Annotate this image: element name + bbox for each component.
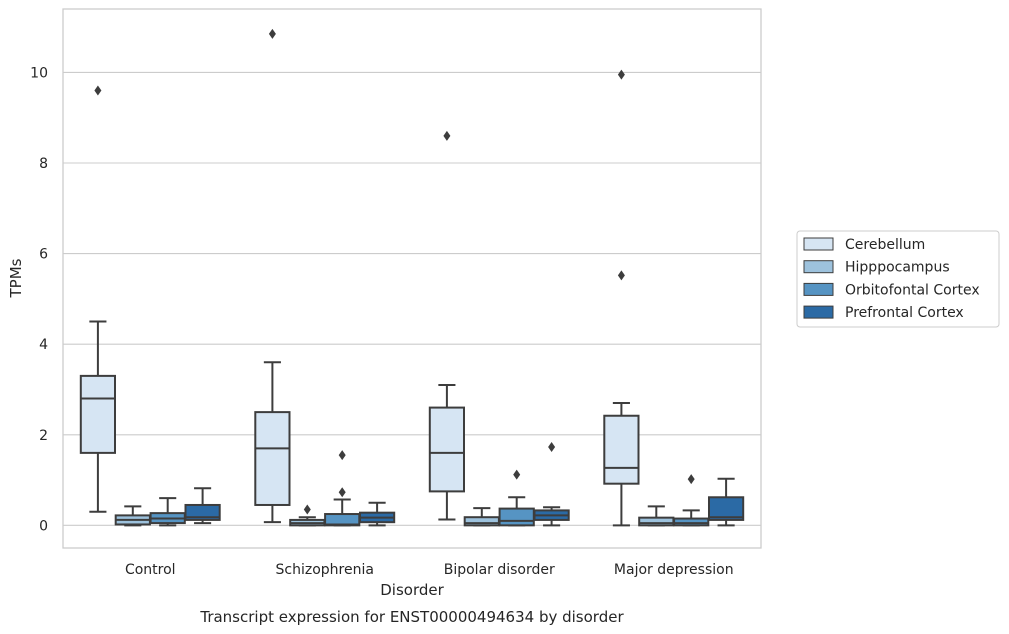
box-2-2 xyxy=(289,504,326,527)
outlier-point xyxy=(94,85,102,96)
x-tick-label: Major depression xyxy=(614,562,734,578)
y-axis-ticks: 0 2 4 6 8 10 xyxy=(30,65,48,534)
box-4-3 xyxy=(533,441,570,527)
x-tick-label: Bipolar disorder xyxy=(444,562,555,578)
legend-label: Cerebellum xyxy=(845,237,925,253)
outlier-point xyxy=(548,441,556,452)
box-iqr xyxy=(428,406,466,493)
box-4-2 xyxy=(358,501,396,527)
outlier-point xyxy=(443,130,451,141)
y-tick-label: 10 xyxy=(30,65,48,81)
box-4-4 xyxy=(707,477,745,527)
outlier-point xyxy=(303,504,311,515)
outlier-point xyxy=(617,270,625,281)
box-1-1 xyxy=(79,85,117,513)
box-3-2 xyxy=(324,450,361,527)
box-1-3 xyxy=(428,130,466,521)
outlier-point xyxy=(513,469,521,480)
outlier-point xyxy=(338,487,346,498)
y-tick-label: 2 xyxy=(39,428,48,444)
box-iqr xyxy=(603,414,640,485)
x-axis-label: Disorder xyxy=(380,581,444,599)
plot-frame xyxy=(62,8,762,549)
legend-swatch xyxy=(803,260,834,274)
x-tick-label: Schizophrenia xyxy=(276,562,374,578)
box-3-3 xyxy=(498,469,535,527)
y-tick-label: 8 xyxy=(39,156,48,172)
box-1-4 xyxy=(603,69,640,527)
box-iqr xyxy=(498,507,535,527)
legend-label: Orbitofontal Cortex xyxy=(845,282,980,298)
box-1-2 xyxy=(254,28,291,524)
box-2-1 xyxy=(114,505,151,527)
box-4-1 xyxy=(184,487,221,525)
box-iqr xyxy=(184,503,221,521)
box-iqr xyxy=(463,516,500,527)
outlier-point xyxy=(268,28,276,39)
plot-background xyxy=(63,9,761,548)
legend-swatch xyxy=(803,237,834,251)
y-tick-label: 4 xyxy=(39,337,48,353)
box-iqr xyxy=(638,516,675,527)
legend-swatch xyxy=(803,282,834,296)
chart-caption: Transcript expression for ENST0000049463… xyxy=(199,608,624,626)
box-3-4 xyxy=(673,474,710,527)
legend: Cerebellum Hipppocampus Orbitofontal Corte… xyxy=(796,230,1000,328)
x-tick-label: Control xyxy=(125,562,176,578)
outlier-point xyxy=(617,69,625,80)
legend-frame xyxy=(796,230,1000,328)
legend-swatch xyxy=(803,305,834,319)
y-tick-label: 6 xyxy=(39,247,48,263)
box-series xyxy=(79,28,745,527)
y-tick-label: 0 xyxy=(39,518,48,534)
legend-label: Hipppocampus xyxy=(845,260,950,276)
y-axis-label: TPMs xyxy=(7,258,25,298)
box-iqr xyxy=(707,496,745,521)
x-axis-ticks: Control Schizophrenia Bipolar disorder Majo… xyxy=(125,562,734,578)
outlier-point xyxy=(687,474,695,485)
box-iqr xyxy=(673,517,710,527)
outlier-point xyxy=(338,450,346,461)
box-iqr xyxy=(254,411,291,506)
legend-label: Prefrontal Cortex xyxy=(845,305,964,321)
box-iqr xyxy=(79,374,117,454)
